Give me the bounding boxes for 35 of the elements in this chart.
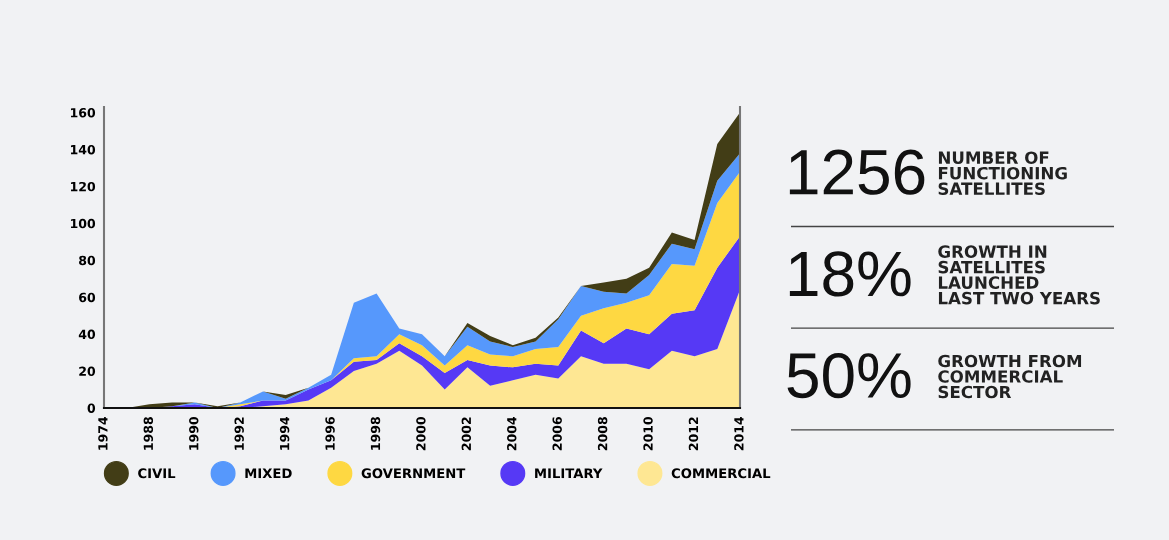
text: 18% [789,251,911,297]
y-tick-label: 140 [70,144,96,155]
x-tick-label: 1990 [189,416,199,450]
y-tick-label: 60 [79,292,96,303]
x-tick-label: 2008 [597,417,608,451]
x-tick-label: 2012 [688,417,699,451]
x-tick-label: 1998 [370,417,381,450]
x-tick-label: 2004 [507,416,517,451]
x-tick-label: 2002 [461,417,472,451]
x-tick-label: 1992 [234,417,244,450]
y-tick-label: 120 [70,181,96,192]
text: 1256 [789,149,925,195]
y-tick-label: 0 [87,403,96,413]
y-tick-label: 100 [70,218,96,229]
x-tick-label: 2000 [416,416,426,451]
x-tick-label: 1996 [325,417,335,450]
x-tick-label: 1974 [98,416,108,450]
y-tick-label: 40 [78,329,96,340]
x-tick-label: 2010 [643,416,653,451]
text: GROWTH FROM COMMERCIAL SECTOR [938,354,1082,399]
x-tick-label: 2006 [552,417,562,451]
legend-label: GOVERNMENT [361,468,466,479]
text: NUMBER OF FUNCTIONING SATELLITES [938,151,1067,195]
legend-label: CIVIL [138,468,176,479]
text: 50% [787,352,911,399]
x-tick-label: 1994 [279,416,290,450]
y-tick-label: 160 [70,108,96,118]
legend-label: COMMERCIAL [671,468,771,479]
x-tick-label: 2014 [734,416,744,451]
y-tick-label: 80 [79,255,96,266]
x-tick-label: 1988 [143,417,154,450]
legend-label: MILITARY [535,468,603,479]
legend-label: MIXED [245,468,292,479]
text: GROWTH IN SATELLITES LAUNCHED LAST TWO YEARS [938,245,1100,305]
y-tick-label: 20 [79,366,96,376]
